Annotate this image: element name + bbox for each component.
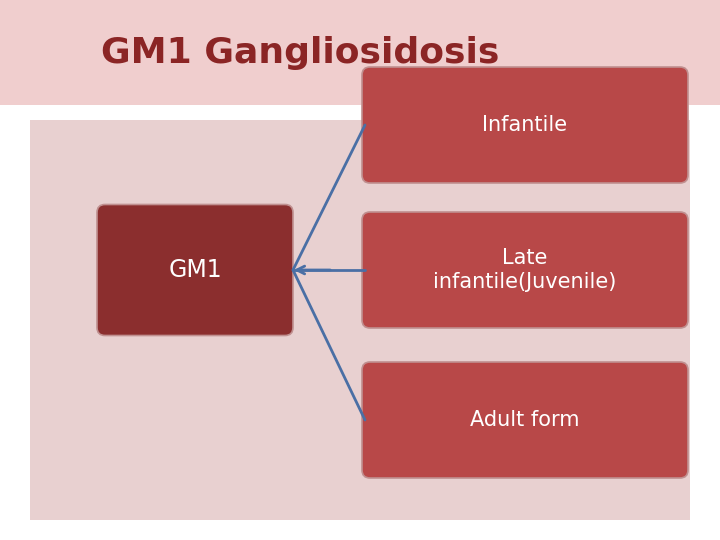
FancyBboxPatch shape	[362, 212, 688, 328]
FancyBboxPatch shape	[362, 362, 688, 478]
Text: Infantile: Infantile	[482, 115, 567, 135]
FancyBboxPatch shape	[0, 0, 720, 105]
FancyBboxPatch shape	[362, 67, 688, 183]
Text: GM1 Gangliosidosis: GM1 Gangliosidosis	[101, 36, 499, 70]
Text: GM1: GM1	[168, 258, 222, 282]
FancyBboxPatch shape	[97, 205, 293, 335]
FancyBboxPatch shape	[30, 120, 690, 520]
Text: Late
infantile(Juvenile): Late infantile(Juvenile)	[433, 248, 617, 292]
Text: Adult form: Adult form	[470, 410, 580, 430]
